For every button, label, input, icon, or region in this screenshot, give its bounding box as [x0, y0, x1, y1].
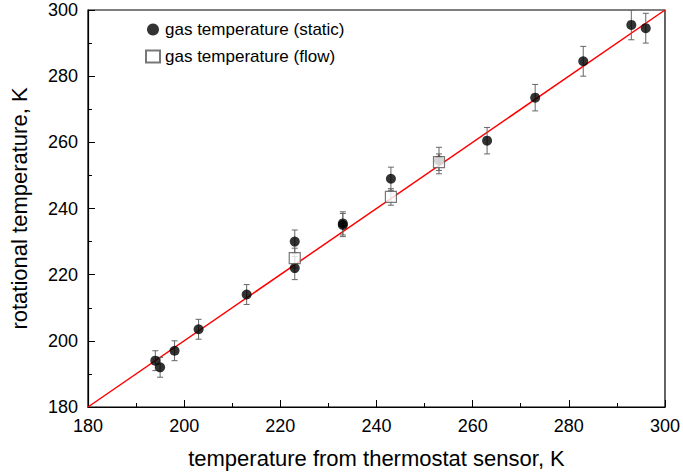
svg-text:200: 200 [169, 416, 199, 436]
svg-text:220: 220 [48, 265, 78, 285]
svg-text:gas temperature (flow): gas temperature (flow) [165, 47, 335, 66]
svg-text:gas temperature (static): gas temperature (static) [165, 20, 345, 39]
svg-text:240: 240 [361, 416, 391, 436]
svg-text:300: 300 [650, 416, 680, 436]
svg-text:200: 200 [48, 331, 78, 351]
svg-text:180: 180 [73, 416, 103, 436]
svg-text:260: 260 [458, 416, 488, 436]
svg-text:temperature from thermostat se: temperature from thermostat sensor, K [188, 446, 565, 471]
svg-text:260: 260 [48, 132, 78, 152]
svg-text:280: 280 [554, 416, 584, 436]
svg-text:240: 240 [48, 199, 78, 219]
svg-text:180: 180 [48, 397, 78, 417]
svg-text:220: 220 [265, 416, 295, 436]
svg-text:300: 300 [48, 0, 78, 20]
svg-text:280: 280 [48, 66, 78, 86]
svg-text:rotational temperature, K: rotational temperature, K [7, 87, 32, 329]
